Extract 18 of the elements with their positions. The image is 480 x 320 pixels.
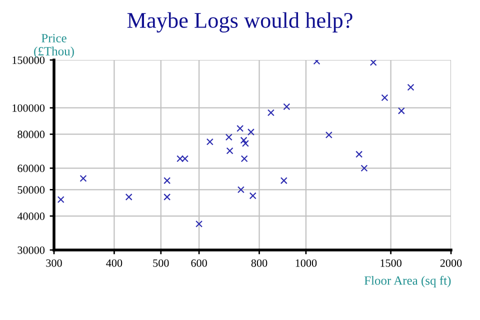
x-tick-label: 1500	[380, 259, 402, 267]
y-axis-title: Price (£Thou)	[34, 34, 74, 58]
y-tick-label: 100000	[12, 104, 45, 112]
x-tick-label: 2000	[440, 259, 462, 267]
x-tick-label: 800	[251, 259, 268, 267]
x-tick-label: 600	[191, 259, 207, 267]
y-tick-label: 60000	[18, 164, 45, 172]
x-tick-label: 500	[153, 259, 169, 267]
y-tick-label: 150000	[12, 56, 45, 64]
y-tick-label: 80000	[18, 130, 45, 138]
y-tick-label: 40000	[17, 212, 45, 220]
x-axis-title: Floor Area (sq ft)	[364, 276, 451, 288]
x-tick-label: 400	[106, 259, 122, 267]
y-tick-label: 50000	[18, 186, 45, 194]
x-tick-label: 300	[46, 259, 62, 267]
y-tick-label: 30000	[18, 246, 45, 254]
chart-title: Maybe Logs would help?	[127, 12, 352, 33]
x-tick-label: 1000	[296, 259, 317, 267]
